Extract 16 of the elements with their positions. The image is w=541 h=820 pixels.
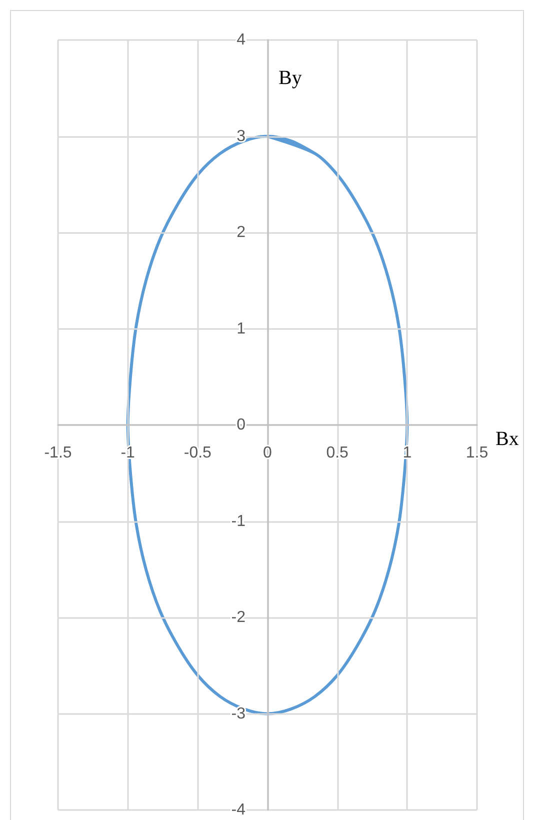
y-tick-label: -2 [231,609,246,626]
x-tick-label: -1.5 [44,444,72,462]
y-tick-label: 4 [236,32,246,48]
y-tick-label: 2 [236,224,246,241]
x-tick-label: 0.5 [326,444,349,462]
y-tick-label: -1 [231,512,246,530]
x-axis-title: Bx [496,428,519,450]
y-tick-label: 1 [236,320,246,338]
y-tick-label: -3 [231,705,246,722]
y-tick-label: 0 [236,416,246,434]
x-tick-label: 1.5 [466,444,488,462]
x-tick-label: 0 [263,444,272,462]
y-tick-label: 3 [236,128,246,145]
y-axis-title: By [278,67,302,89]
x-tick-label: -0.5 [184,444,212,462]
y-tick-label: -4 [231,802,246,818]
